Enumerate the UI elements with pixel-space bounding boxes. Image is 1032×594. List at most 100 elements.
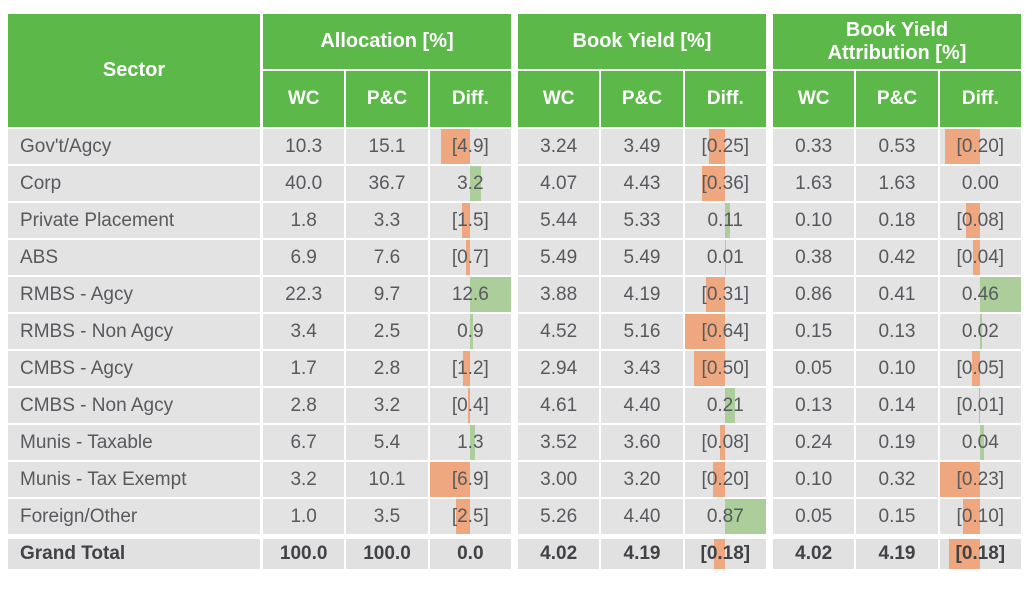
value-cell: 4.43 bbox=[601, 166, 683, 201]
value-cell-text: 0.10 bbox=[878, 357, 916, 379]
positive-diff-bar bbox=[725, 203, 731, 238]
value-cell: 1.63 bbox=[856, 166, 938, 201]
diff-cell: [4.9] bbox=[429, 129, 511, 164]
value-cell: 2.8 bbox=[263, 388, 345, 423]
value-cell-text: 4.19 bbox=[878, 543, 916, 564]
diff-cell: [0.10] bbox=[939, 499, 1021, 534]
value-cell-text: 4.61 bbox=[540, 394, 578, 416]
value-cell: 4.40 bbox=[601, 499, 683, 534]
value-cell: 1.7 bbox=[263, 351, 345, 386]
value-cell: 4.61 bbox=[518, 388, 600, 423]
value-cell-text: 0.53 bbox=[878, 135, 916, 157]
value-cell-text: 7.6 bbox=[373, 246, 401, 268]
diff-cell: [0.01] bbox=[939, 388, 1021, 423]
subcolumn-header-cell-text: P&C bbox=[621, 88, 663, 109]
value-cell-text: 0.14 bbox=[878, 394, 916, 416]
diff-cell: [0.18] bbox=[684, 539, 766, 569]
diff-cell-text: 0.00 bbox=[961, 172, 999, 194]
negative-diff-bar bbox=[693, 351, 726, 386]
diff-cell-text: [0.01] bbox=[956, 394, 1005, 416]
value-cell: 4.40 bbox=[601, 388, 683, 423]
sector-header-cell: Sector bbox=[8, 14, 260, 127]
sector-cell: RMBS - Agcy bbox=[8, 277, 260, 312]
diff-cell-text: [0.10] bbox=[956, 505, 1005, 527]
value-cell-text: 4.40 bbox=[623, 394, 661, 416]
value-cell-text: 0.33 bbox=[795, 135, 833, 157]
value-cell: 2.5 bbox=[346, 314, 428, 349]
negative-diff-bar bbox=[709, 129, 726, 164]
sector-cell-text: RMBS - Non Agcy bbox=[20, 320, 174, 342]
negative-diff-bar bbox=[702, 166, 726, 201]
sector-cell-text: ABS bbox=[20, 246, 59, 268]
value-cell: 2.94 bbox=[518, 351, 600, 386]
grand-total-label-cell-text: Grand Total bbox=[20, 543, 126, 564]
value-cell: 10.3 bbox=[263, 129, 345, 164]
value-cell: 0.10 bbox=[773, 462, 855, 497]
sector-cell-text: Munis - Taxable bbox=[20, 431, 153, 453]
diff-cell: [0.4] bbox=[429, 388, 511, 423]
sector-cell: Gov't/Agcy bbox=[8, 129, 260, 164]
diff-cell-text: [0.20] bbox=[701, 468, 750, 490]
diff-cell: 12.6 bbox=[429, 277, 511, 312]
value-cell-text: 3.88 bbox=[540, 283, 578, 305]
diff-cell: [0.08] bbox=[684, 425, 766, 460]
value-cell-text: 3.43 bbox=[623, 357, 661, 379]
diff-cell-text: [0.31] bbox=[701, 283, 750, 305]
value-cell-text: 0.13 bbox=[795, 394, 833, 416]
value-cell-text: 6.9 bbox=[290, 246, 317, 268]
negative-diff-bar bbox=[455, 499, 471, 534]
value-cell-text: 1.7 bbox=[290, 357, 317, 379]
diff-cell: [6.9] bbox=[429, 462, 511, 497]
value-cell: 1.8 bbox=[263, 203, 345, 238]
value-cell-text: 0.15 bbox=[878, 505, 916, 527]
value-cell: 5.4 bbox=[346, 425, 428, 460]
diff-cell-text: [4.9] bbox=[451, 135, 489, 157]
value-cell: 0.15 bbox=[773, 314, 855, 349]
value-cell-text: 6.7 bbox=[290, 431, 317, 453]
value-cell-text: 36.7 bbox=[368, 172, 406, 194]
value-cell-text: 3.00 bbox=[540, 468, 578, 490]
value-cell-text: 0.38 bbox=[795, 246, 833, 268]
total-divider bbox=[518, 536, 766, 537]
value-cell-text: 5.16 bbox=[623, 320, 661, 342]
value-cell: 1.0 bbox=[263, 499, 345, 534]
diff-cell-text: [0.23] bbox=[956, 468, 1005, 490]
value-cell: 3.4 bbox=[263, 314, 345, 349]
value-cell-text: 5.49 bbox=[623, 246, 661, 268]
value-cell: 36.7 bbox=[346, 166, 428, 201]
subcolumn-header-cell-text: WC bbox=[542, 88, 575, 109]
group-book-yield: Book Yield [%] WC P&C Diff. 3.24 3.49 [0.25] 4.… bbox=[518, 14, 766, 569]
value-cell-text: 3.60 bbox=[623, 431, 661, 453]
diff-cell-text: [0.20] bbox=[956, 135, 1005, 157]
value-cell-text: 3.2 bbox=[373, 394, 401, 416]
value-cell: 0.10 bbox=[856, 351, 938, 386]
group-header-cell: Book Yield [%] bbox=[518, 14, 766, 69]
diff-cell: [0.18] bbox=[939, 539, 1021, 569]
diff-cell-text: [0.25] bbox=[701, 135, 750, 157]
value-cell: 4.02 bbox=[518, 539, 600, 569]
value-cell: 6.9 bbox=[263, 240, 345, 275]
value-cell: 3.2 bbox=[263, 462, 345, 497]
subcolumn-header-cell: P&C bbox=[346, 71, 428, 127]
negative-diff-bar bbox=[441, 129, 471, 164]
positive-diff-bar bbox=[470, 425, 475, 460]
value-cell: 0.86 bbox=[773, 277, 855, 312]
diff-cell: 0.01 bbox=[684, 240, 766, 275]
negative-diff-bar bbox=[973, 240, 981, 275]
diff-cell-text: 0.02 bbox=[961, 320, 999, 342]
group-header-cell-text: Allocation [%] bbox=[320, 30, 454, 53]
negative-diff-bar bbox=[461, 203, 471, 238]
sector-cell: Munis - Taxable bbox=[8, 425, 260, 460]
diff-cell: [0.20] bbox=[939, 129, 1021, 164]
diff-cell-text: [0.08] bbox=[956, 209, 1005, 231]
value-cell-text: 0.05 bbox=[795, 505, 833, 527]
diff-cell: 3.2 bbox=[429, 166, 511, 201]
value-cell-text: 0.32 bbox=[878, 468, 916, 490]
value-cell-text: 15.1 bbox=[368, 135, 406, 157]
value-cell: 0.18 bbox=[856, 203, 938, 238]
value-cell: 0.05 bbox=[773, 351, 855, 386]
diff-header-cell-text: Diff. bbox=[451, 88, 489, 109]
subcolumn-header-cell: WC bbox=[263, 71, 345, 127]
value-cell-text: 0.10 bbox=[795, 468, 833, 490]
